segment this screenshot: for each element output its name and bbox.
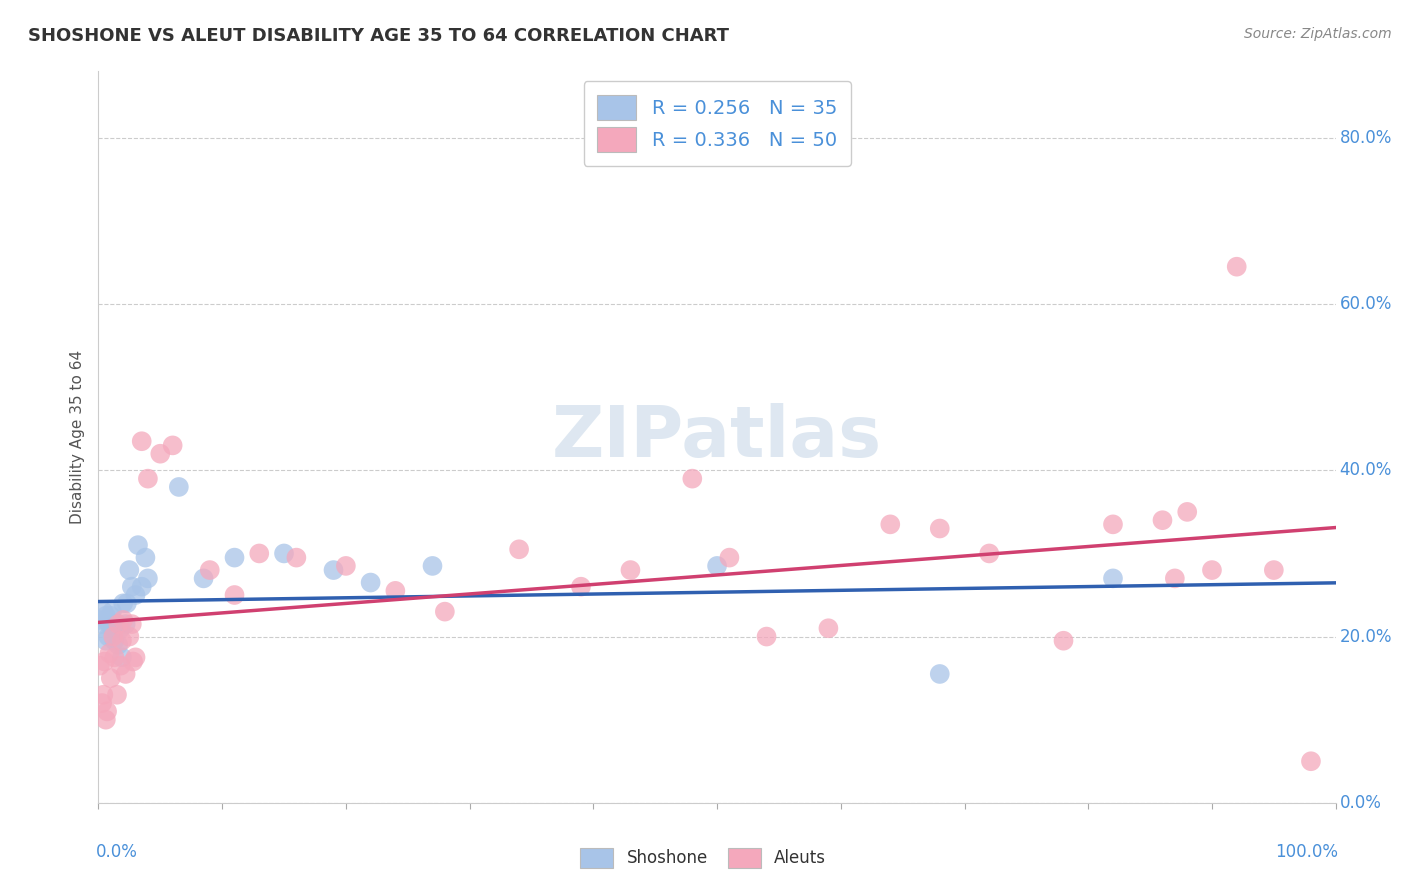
Point xyxy=(110,621,132,635)
Point xyxy=(322,563,344,577)
Point xyxy=(433,605,456,619)
Point xyxy=(98,617,121,632)
Point xyxy=(508,542,530,557)
Point xyxy=(619,563,641,577)
Point xyxy=(114,667,136,681)
Point xyxy=(107,617,129,632)
Point xyxy=(569,580,592,594)
Point xyxy=(111,633,134,648)
Point xyxy=(193,571,215,585)
Point xyxy=(706,558,728,573)
Point xyxy=(112,596,135,610)
Point xyxy=(198,563,221,577)
Point xyxy=(224,550,246,565)
Point xyxy=(105,617,128,632)
Point xyxy=(162,438,184,452)
Point xyxy=(112,613,135,627)
Point xyxy=(247,546,270,560)
Point xyxy=(1164,571,1187,585)
Point xyxy=(681,472,703,486)
Point xyxy=(91,617,114,632)
Point xyxy=(111,650,134,665)
Point xyxy=(103,633,125,648)
Point xyxy=(335,558,357,573)
Text: 80.0%: 80.0% xyxy=(1340,128,1392,147)
Point xyxy=(89,613,111,627)
Point xyxy=(136,571,159,585)
Point xyxy=(224,588,246,602)
Point xyxy=(149,447,172,461)
Point xyxy=(94,713,117,727)
Point xyxy=(89,658,111,673)
Point xyxy=(100,671,122,685)
Point xyxy=(134,550,156,565)
Point xyxy=(101,605,124,619)
Point xyxy=(103,630,125,644)
Y-axis label: Disability Age 35 to 64: Disability Age 35 to 64 xyxy=(70,350,86,524)
Text: SHOSHONE VS ALEUT DISABILITY AGE 35 TO 64 CORRELATION CHART: SHOSHONE VS ALEUT DISABILITY AGE 35 TO 6… xyxy=(28,27,730,45)
Point xyxy=(94,633,117,648)
Point xyxy=(1175,505,1198,519)
Text: 60.0%: 60.0% xyxy=(1340,295,1392,313)
Point xyxy=(110,658,132,673)
Point xyxy=(122,655,145,669)
Point xyxy=(285,550,308,565)
Point xyxy=(384,583,406,598)
Point xyxy=(97,630,120,644)
Point xyxy=(118,563,141,577)
Point xyxy=(105,688,128,702)
Point xyxy=(93,655,115,669)
Text: Source: ZipAtlas.com: Source: ZipAtlas.com xyxy=(1244,27,1392,41)
Text: 0.0%: 0.0% xyxy=(96,843,138,861)
Point xyxy=(91,696,114,710)
Point xyxy=(107,638,129,652)
Point xyxy=(94,608,117,623)
Point xyxy=(103,621,125,635)
Point xyxy=(127,538,149,552)
Point xyxy=(1201,563,1223,577)
Point xyxy=(136,472,159,486)
Point xyxy=(1052,633,1074,648)
Legend: Shoshone, Aleuts: Shoshone, Aleuts xyxy=(574,841,832,875)
Point xyxy=(98,646,121,660)
Point xyxy=(115,596,138,610)
Point xyxy=(121,580,143,594)
Point xyxy=(103,650,125,665)
Point xyxy=(422,558,444,573)
Legend: R = 0.256   N = 35, R = 0.336   N = 50: R = 0.256 N = 35, R = 0.336 N = 50 xyxy=(583,81,851,166)
Point xyxy=(817,621,839,635)
Text: 40.0%: 40.0% xyxy=(1340,461,1392,479)
Point xyxy=(93,688,115,702)
Point xyxy=(1226,260,1249,274)
Point xyxy=(1263,563,1285,577)
Point xyxy=(1299,754,1322,768)
Point xyxy=(167,480,190,494)
Point xyxy=(879,517,901,532)
Point xyxy=(1152,513,1174,527)
Point xyxy=(118,630,141,644)
Point xyxy=(928,521,950,535)
Point xyxy=(96,705,118,719)
Point xyxy=(755,630,778,644)
Text: ZIPatlas: ZIPatlas xyxy=(553,402,882,472)
Point xyxy=(100,608,122,623)
Text: 20.0%: 20.0% xyxy=(1340,628,1392,646)
Point xyxy=(131,434,153,449)
Point xyxy=(979,546,1001,560)
Point xyxy=(273,546,295,560)
Point xyxy=(114,617,136,632)
Point xyxy=(93,605,115,619)
Point xyxy=(121,617,143,632)
Point xyxy=(124,650,146,665)
Point xyxy=(1102,571,1125,585)
Text: 0.0%: 0.0% xyxy=(1340,794,1381,812)
Point xyxy=(124,588,146,602)
Point xyxy=(1102,517,1125,532)
Point xyxy=(718,550,741,565)
Point xyxy=(928,667,950,681)
Point xyxy=(360,575,382,590)
Text: 100.0%: 100.0% xyxy=(1275,843,1339,861)
Point xyxy=(131,580,153,594)
